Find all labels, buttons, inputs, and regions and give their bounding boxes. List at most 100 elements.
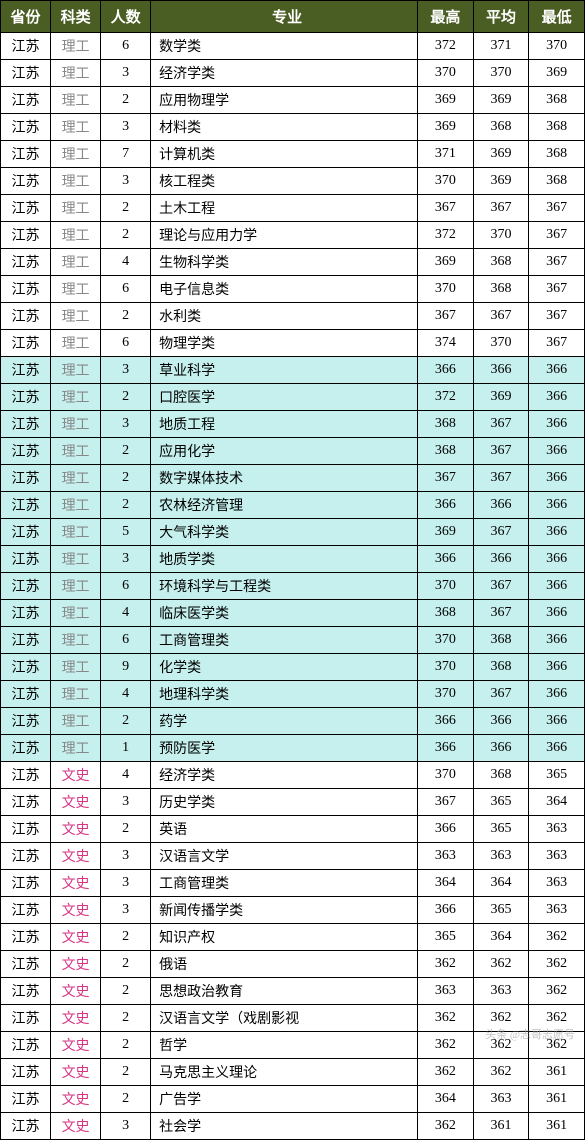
cell-count: 2 xyxy=(101,951,151,978)
table-row: 江苏理工6工商管理类370368366 xyxy=(1,627,585,654)
cell-category: 文史 xyxy=(51,1086,101,1113)
cell-count: 3 xyxy=(101,897,151,924)
cell-category: 文史 xyxy=(51,789,101,816)
cell-count: 3 xyxy=(101,789,151,816)
cell-avg: 368 xyxy=(473,654,529,681)
cell-count: 2 xyxy=(101,195,151,222)
cell-province: 江苏 xyxy=(1,465,51,492)
cell-count: 2 xyxy=(101,384,151,411)
cell-avg: 367 xyxy=(473,195,529,222)
table-row: 江苏文史3历史学类367365364 xyxy=(1,789,585,816)
cell-category: 理工 xyxy=(51,330,101,357)
col-category: 科类 xyxy=(51,1,101,33)
cell-high: 366 xyxy=(418,735,474,762)
cell-category: 理工 xyxy=(51,654,101,681)
cell-province: 江苏 xyxy=(1,735,51,762)
cell-province: 江苏 xyxy=(1,600,51,627)
cell-count: 2 xyxy=(101,924,151,951)
cell-province: 江苏 xyxy=(1,681,51,708)
cell-province: 江苏 xyxy=(1,843,51,870)
table-row: 江苏理工7计算机类371369368 xyxy=(1,141,585,168)
cell-category: 理工 xyxy=(51,114,101,141)
cell-count: 9 xyxy=(101,654,151,681)
cell-province: 江苏 xyxy=(1,195,51,222)
table-row: 江苏文史2知识产权365364362 xyxy=(1,924,585,951)
cell-low: 367 xyxy=(529,249,585,276)
cell-count: 3 xyxy=(101,168,151,195)
cell-avg: 369 xyxy=(473,141,529,168)
table-row: 江苏理工3地质学类366366366 xyxy=(1,546,585,573)
table-row: 江苏理工3核工程类370369368 xyxy=(1,168,585,195)
cell-avg: 361 xyxy=(473,1113,529,1140)
cell-low: 362 xyxy=(529,951,585,978)
cell-high: 374 xyxy=(418,330,474,357)
cell-count: 4 xyxy=(101,681,151,708)
cell-major: 历史学类 xyxy=(151,789,418,816)
cell-major: 材料类 xyxy=(151,114,418,141)
cell-category: 理工 xyxy=(51,141,101,168)
cell-low: 366 xyxy=(529,654,585,681)
cell-high: 371 xyxy=(418,141,474,168)
cell-major: 土木工程 xyxy=(151,195,418,222)
table-row: 江苏理工4地理科学类370367366 xyxy=(1,681,585,708)
cell-low: 366 xyxy=(529,492,585,519)
table-row: 江苏文史3新闻传播学类366365363 xyxy=(1,897,585,924)
cell-province: 江苏 xyxy=(1,708,51,735)
table-row: 江苏理工5大气科学类369367366 xyxy=(1,519,585,546)
table-row: 江苏理工3经济学类370370369 xyxy=(1,60,585,87)
cell-count: 2 xyxy=(101,87,151,114)
cell-low: 361 xyxy=(529,1086,585,1113)
cell-high: 367 xyxy=(418,789,474,816)
cell-province: 江苏 xyxy=(1,114,51,141)
cell-province: 江苏 xyxy=(1,627,51,654)
cell-count: 2 xyxy=(101,978,151,1005)
table-row: 江苏理工2口腔医学372369366 xyxy=(1,384,585,411)
cell-avg: 368 xyxy=(473,762,529,789)
table-row: 江苏理工2农林经济管理366366366 xyxy=(1,492,585,519)
cell-low: 368 xyxy=(529,141,585,168)
table-row: 江苏理工2应用化学368367366 xyxy=(1,438,585,465)
table-body: 江苏理工6数学类372371370江苏理工3经济学类370370369江苏理工2… xyxy=(1,33,585,1140)
cell-major: 汉语言文学 xyxy=(151,843,418,870)
cell-category: 理工 xyxy=(51,438,101,465)
cell-high: 368 xyxy=(418,600,474,627)
cell-low: 366 xyxy=(529,384,585,411)
cell-major: 口腔医学 xyxy=(151,384,418,411)
cell-high: 366 xyxy=(418,357,474,384)
cell-avg: 370 xyxy=(473,222,529,249)
col-count: 人数 xyxy=(101,1,151,33)
cell-low: 368 xyxy=(529,168,585,195)
cell-major: 应用化学 xyxy=(151,438,418,465)
cell-major: 药学 xyxy=(151,708,418,735)
cell-major: 哲学 xyxy=(151,1032,418,1059)
cell-low: 363 xyxy=(529,897,585,924)
cell-avg: 367 xyxy=(473,303,529,330)
cell-count: 6 xyxy=(101,573,151,600)
cell-avg: 363 xyxy=(473,1086,529,1113)
cell-category: 理工 xyxy=(51,465,101,492)
col-province: 省份 xyxy=(1,1,51,33)
cell-count: 6 xyxy=(101,33,151,60)
cell-category: 理工 xyxy=(51,681,101,708)
cell-province: 江苏 xyxy=(1,573,51,600)
table-row: 江苏理工2应用物理学369369368 xyxy=(1,87,585,114)
cell-category: 文史 xyxy=(51,951,101,978)
cell-major: 草业科学 xyxy=(151,357,418,384)
cell-high: 370 xyxy=(418,573,474,600)
cell-count: 4 xyxy=(101,249,151,276)
cell-major: 核工程类 xyxy=(151,168,418,195)
cell-category: 文史 xyxy=(51,1059,101,1086)
table-row: 江苏文史2思想政治教育363363362 xyxy=(1,978,585,1005)
cell-avg: 368 xyxy=(473,276,529,303)
cell-low: 368 xyxy=(529,114,585,141)
cell-low: 363 xyxy=(529,843,585,870)
cell-major: 水利类 xyxy=(151,303,418,330)
cell-category: 理工 xyxy=(51,708,101,735)
cell-high: 366 xyxy=(418,708,474,735)
cell-major: 地质工程 xyxy=(151,411,418,438)
cell-low: 369 xyxy=(529,60,585,87)
cell-high: 369 xyxy=(418,519,474,546)
cell-category: 理工 xyxy=(51,222,101,249)
cell-category: 理工 xyxy=(51,249,101,276)
cell-high: 366 xyxy=(418,816,474,843)
